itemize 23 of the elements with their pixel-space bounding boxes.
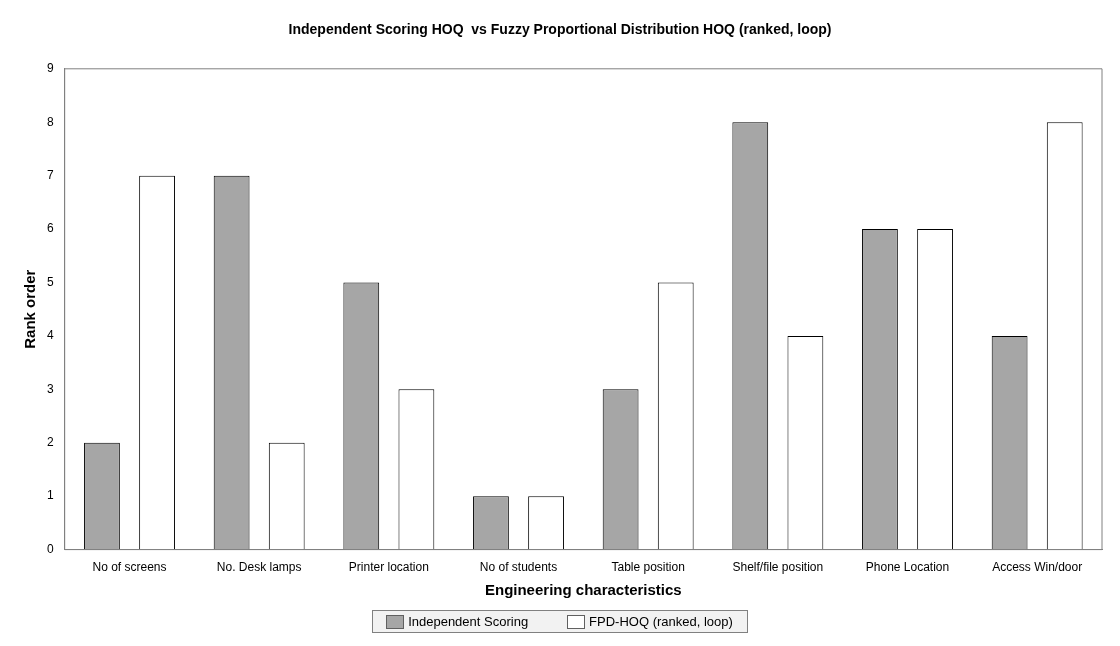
x-tick-label: No of students (479, 560, 558, 575)
y-axis-title: Rank order (21, 269, 39, 349)
x-tick-label: Access Win/door (992, 560, 1083, 575)
x-tick-label: No of screens (92, 560, 167, 575)
x-tick-label: No. Desk lamps (216, 560, 302, 575)
y-tick-label: 0 (46, 541, 54, 556)
x-tick-label: Printer location (348, 560, 429, 575)
x-tick-label: Phone Location (865, 560, 950, 575)
y-tick-label: 5 (46, 274, 54, 289)
chart-title: Independent Scoring HOQ vs Fuzzy Proportional Distribution HOQ (ranked, loop) (288, 21, 832, 38)
y-tick-label: 7 (46, 167, 54, 182)
x-tick-label: Shelf/file position (732, 560, 824, 575)
y-tick-label: 9 (46, 61, 54, 76)
legend-label: FPD-HOQ (ranked, loop) (589, 614, 733, 629)
y-tick-label: 4 (46, 328, 54, 343)
y-tick-label: 6 (46, 221, 54, 236)
y-tick-label: 3 (46, 381, 54, 396)
y-tick-label: 8 (46, 114, 54, 129)
legend-label: Independent Scoring (408, 614, 529, 629)
y-tick-label: 1 (46, 488, 54, 503)
x-axis-title: Engineering characteristics (484, 581, 682, 599)
x-tick-label: Table position (611, 560, 685, 575)
y-tick-label: 2 (46, 435, 54, 450)
